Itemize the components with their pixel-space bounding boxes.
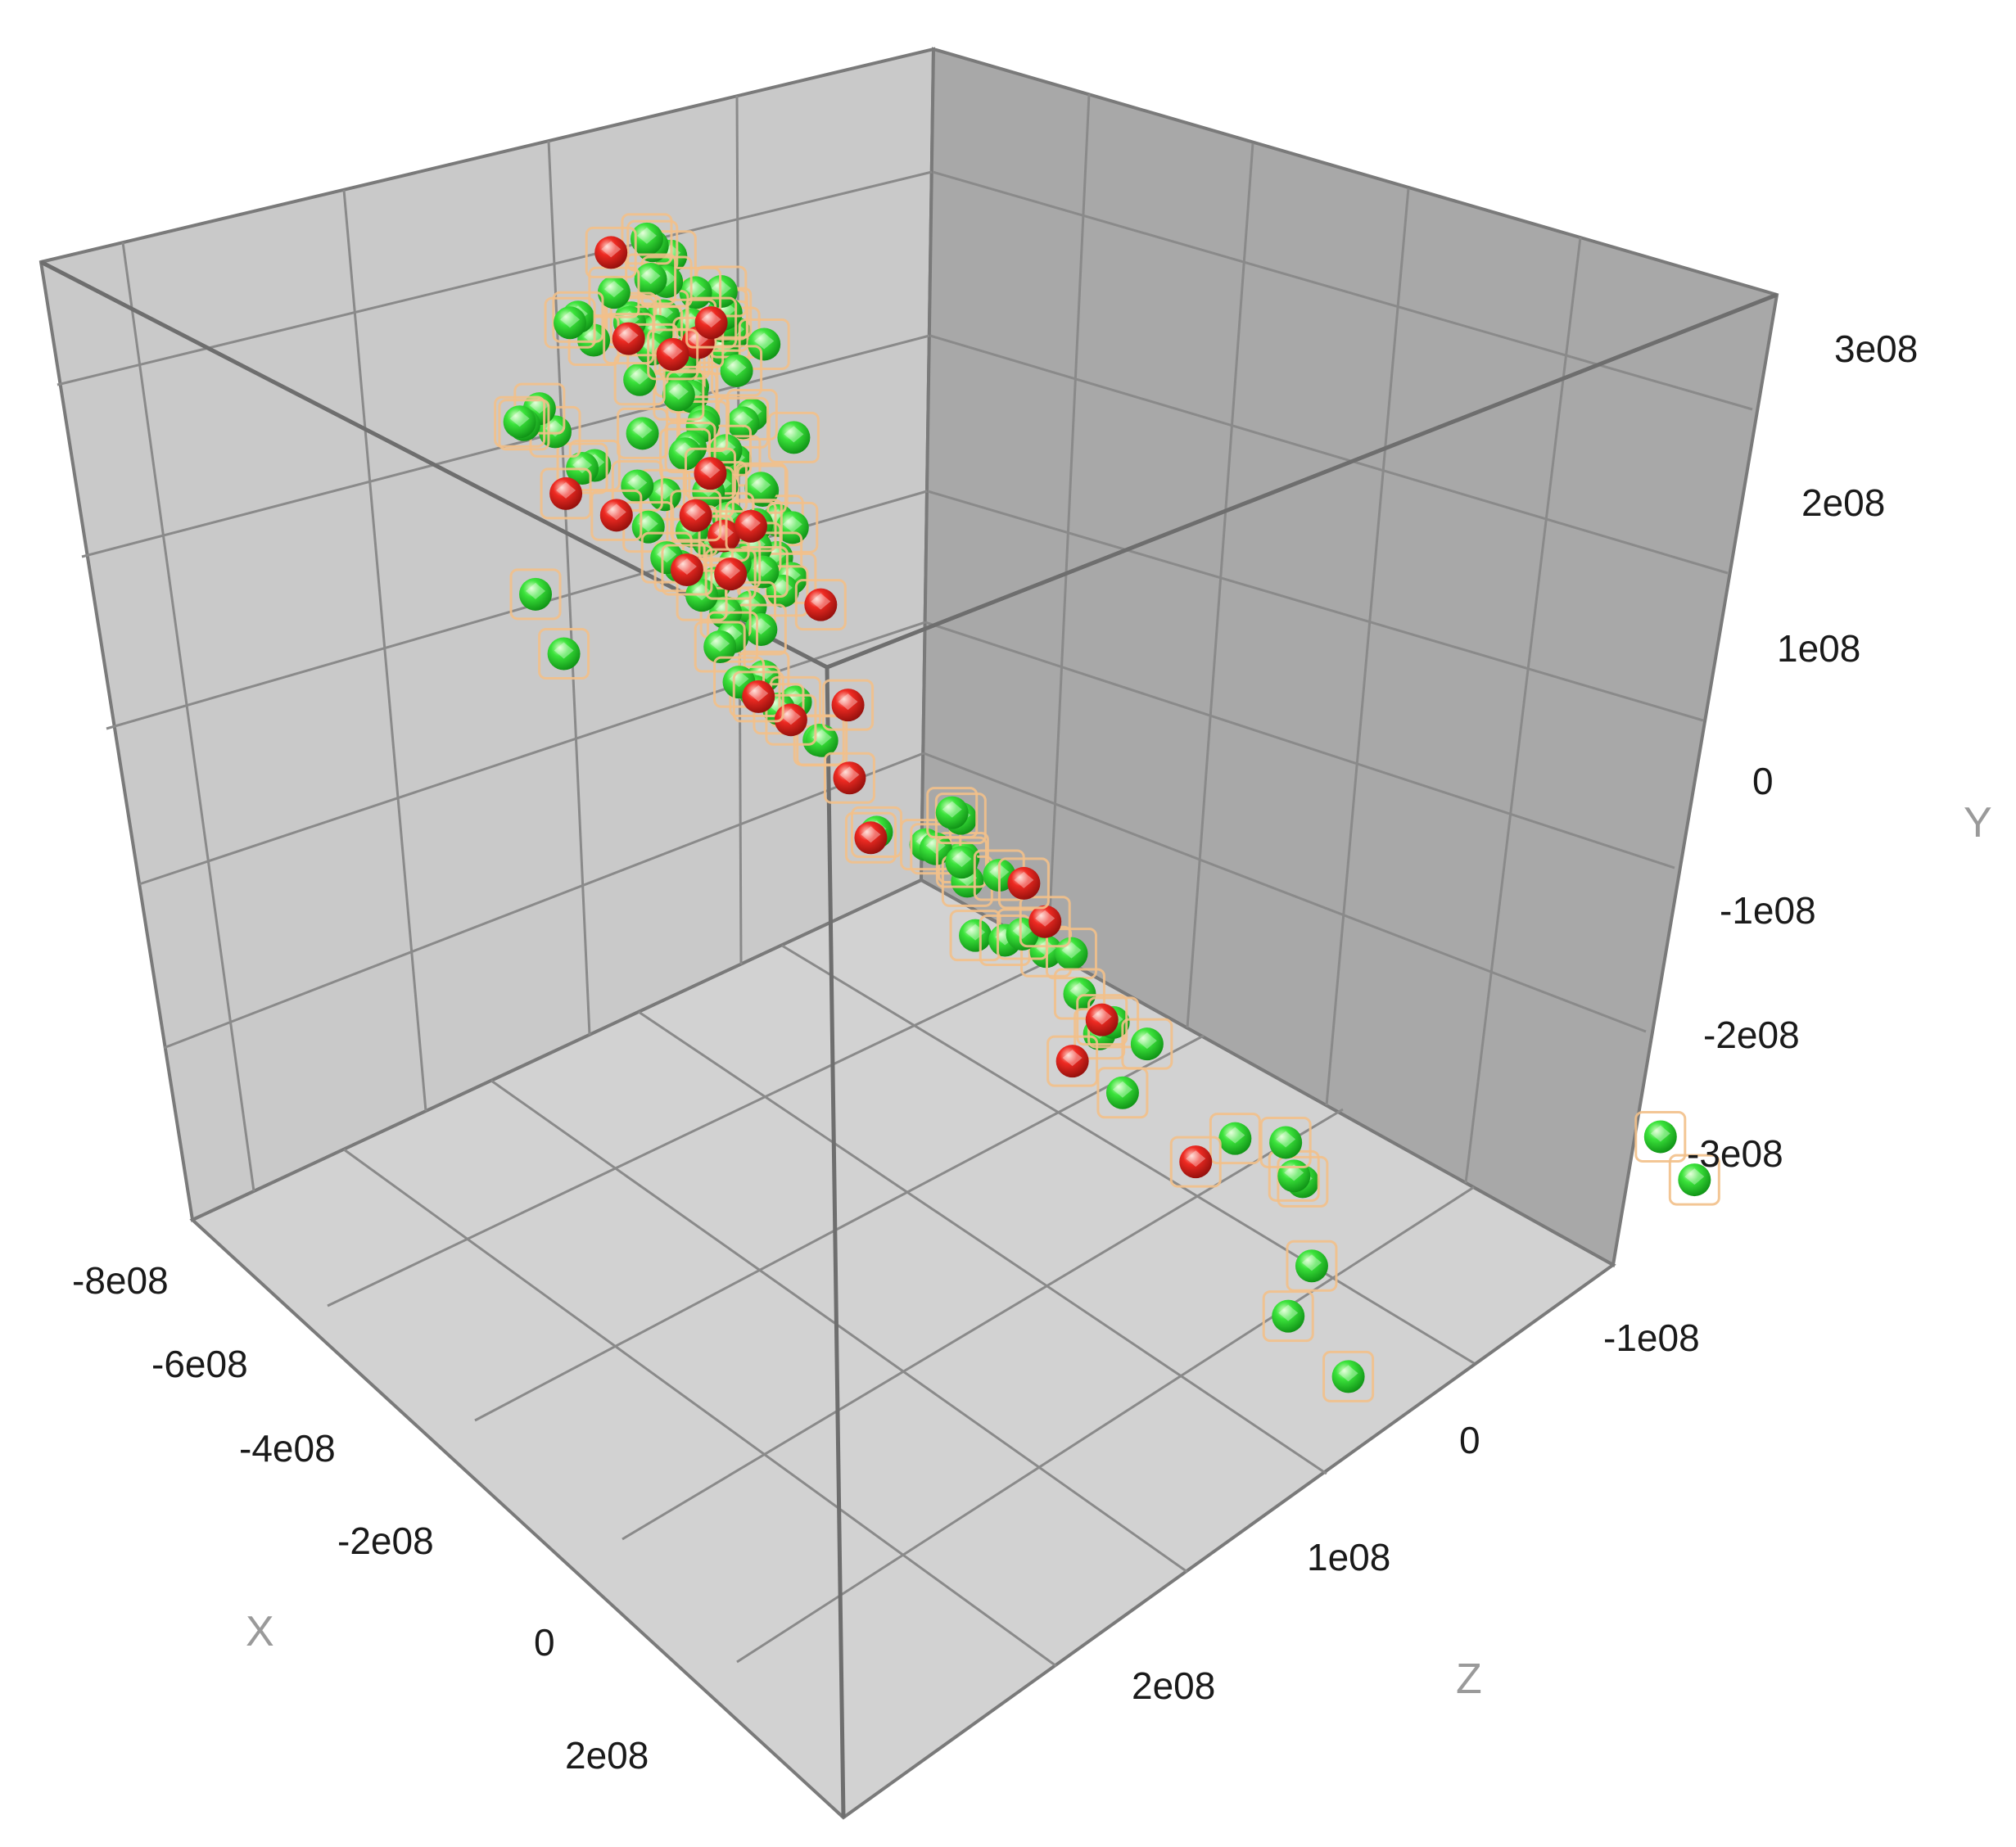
green-data-point (1634, 1110, 1687, 1163)
red-data-point (647, 328, 699, 381)
red-data-point (1169, 1136, 1222, 1188)
green-data-point (926, 787, 979, 839)
green-data-point (767, 411, 820, 463)
plot-box (38, 47, 1779, 1820)
green-data-point (1262, 1290, 1314, 1343)
green-data-point (544, 296, 596, 349)
green-data-point (494, 395, 546, 448)
red-data-point (823, 752, 875, 804)
y-tick-label: 0 (1752, 760, 1774, 802)
red-data-point (684, 447, 736, 499)
green-data-point (694, 621, 746, 673)
red-data-point (661, 544, 713, 596)
z-tick-label: 2e08 (1132, 1664, 1215, 1707)
z-tick-label: 1e08 (1307, 1536, 1390, 1578)
green-data-point (738, 318, 790, 370)
y-tick-label: -2e08 (1703, 1014, 1800, 1056)
x-tick-label: -8e08 (72, 1259, 169, 1302)
x-tick-label: -2e08 (337, 1520, 434, 1562)
z-axis-ticks: -1e08 0 1e08 2e08 (1132, 1316, 1700, 1707)
red-data-point (1046, 1035, 1099, 1087)
z-tick-label: 0 (1459, 1419, 1480, 1461)
red-data-point (844, 811, 897, 864)
point-layer (494, 213, 1720, 1402)
red-data-point (540, 467, 592, 520)
green-data-point (1121, 1018, 1173, 1070)
green-data-point (509, 568, 562, 621)
z-axis-label: Z (1456, 1655, 1482, 1703)
red-data-point (1019, 896, 1071, 948)
green-data-point (935, 836, 988, 888)
x-axis-ticks: -8e08 -6e08 -4e08 -2e08 0 2e08 (72, 1259, 649, 1777)
red-data-point (685, 296, 738, 349)
green-data-point (796, 715, 848, 767)
x-axis-label: X (246, 1608, 274, 1655)
red-data-point (794, 579, 847, 631)
green-data-point (538, 628, 590, 680)
x-tick-label: 0 (534, 1621, 555, 1664)
green-data-point (1096, 1067, 1149, 1119)
green-data-point (1259, 1116, 1312, 1168)
y-tick-label: -3e08 (1687, 1132, 1783, 1175)
red-data-point (997, 857, 1050, 910)
y-tick-label: 2e08 (1801, 481, 1885, 524)
green-data-point (621, 213, 673, 265)
x-tick-label: -6e08 (151, 1343, 248, 1385)
red-data-point (732, 671, 784, 723)
red-data-point (603, 313, 655, 365)
green-data-point (711, 345, 763, 397)
y-axis-ticks: 3e08 2e08 1e08 0 -1e08 -2e08 -3e08 (1687, 327, 1918, 1175)
green-data-point (617, 407, 669, 459)
y-tick-label: -1e08 (1720, 889, 1816, 932)
green-data-point (1322, 1350, 1375, 1402)
green-data-point (611, 459, 663, 512)
red-data-point (822, 679, 875, 731)
grid-lines (57, 93, 1753, 1668)
x-tick-label: 2e08 (565, 1734, 649, 1777)
z-tick-label: -1e08 (1603, 1316, 1700, 1359)
y-tick-label: 3e08 (1834, 327, 1918, 370)
red-data-point (585, 226, 637, 278)
green-data-point (1209, 1113, 1261, 1165)
red-data-point (704, 548, 757, 600)
green-data-point (625, 253, 677, 305)
y-axis-label: Y (1964, 799, 1992, 847)
green-data-point (653, 368, 705, 421)
red-data-point (725, 500, 777, 553)
x-tick-label: -4e08 (239, 1427, 336, 1470)
green-data-point (1286, 1240, 1338, 1292)
red-data-point (670, 490, 722, 542)
y-tick-label: 1e08 (1777, 627, 1860, 670)
red-data-point (1076, 994, 1128, 1046)
red-data-point (590, 489, 643, 541)
green-data-point (1668, 1154, 1720, 1206)
